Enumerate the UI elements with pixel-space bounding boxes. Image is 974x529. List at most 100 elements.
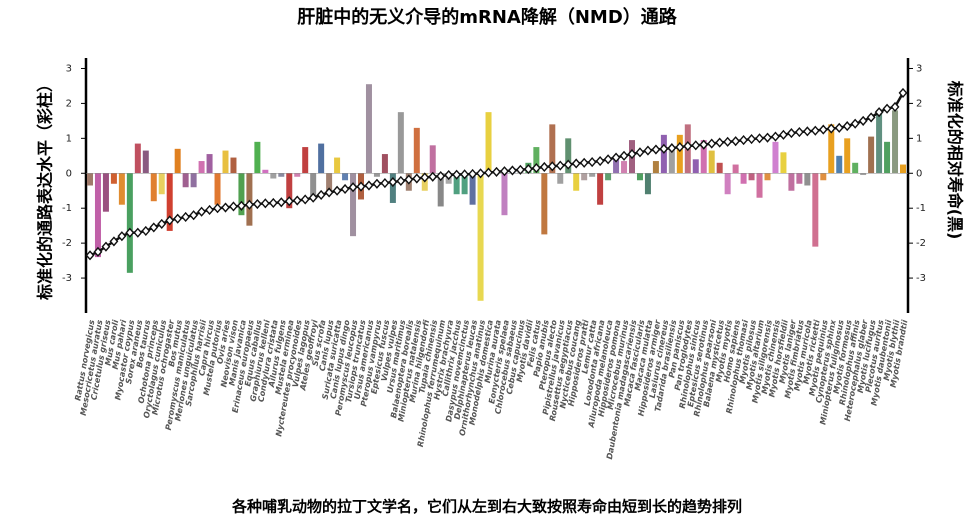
lifespan-marker: [292, 195, 302, 206]
y-tick-label: -2: [62, 238, 72, 249]
lifespan-marker: [237, 200, 246, 211]
y-tick-label: 2: [66, 98, 72, 109]
bar: [636, 173, 643, 181]
bar: [573, 173, 580, 191]
lifespan-marker: [444, 169, 454, 181]
bar: [198, 161, 205, 174]
lifespan-marker: [898, 87, 908, 98]
lifespan-marker: [699, 139, 709, 150]
bar: [134, 143, 141, 174]
bar: [342, 173, 349, 181]
y-tick-label: 1: [66, 133, 72, 144]
lifespan-marker: [93, 246, 103, 257]
x-axis-title: 各种哺乳动物的拉丁文学名，它们从左到右大致按照寿命由短到长的趋势排列: [231, 498, 742, 516]
bar: [254, 141, 261, 174]
lifespan-marker: [508, 165, 517, 176]
lifespan-marker: [611, 152, 621, 163]
bar: [732, 164, 739, 174]
lifespan-marker: [492, 166, 501, 177]
lifespan-marker: [316, 189, 326, 200]
lifespan-marker: [747, 133, 756, 145]
bar: [613, 155, 620, 174]
chart-title: 肝脏中的无义介导的mRNA降解（NMD）通路: [297, 6, 678, 28]
bar: [429, 145, 436, 174]
bar: [565, 138, 572, 174]
y2-tick-label: -1: [916, 203, 926, 214]
bar: [708, 150, 715, 174]
bar: [166, 173, 173, 231]
lifespan-marker: [858, 115, 868, 126]
y2-tick-label: -2: [916, 238, 926, 249]
lifespan-marker: [763, 132, 772, 143]
bar: [740, 173, 747, 184]
bar: [581, 173, 588, 181]
lifespan-marker: [125, 227, 135, 238]
bar: [605, 173, 612, 181]
lifespan-marker: [229, 201, 238, 212]
bar: [844, 138, 851, 174]
bar: [334, 157, 341, 174]
bar: [174, 148, 181, 174]
lifespan-marker: [531, 162, 541, 174]
bar: [724, 173, 731, 195]
y2-tick-label: 3: [916, 63, 922, 74]
lifespan-marker: [619, 150, 629, 161]
y2-tick-label: -3: [916, 273, 926, 284]
bar: [485, 112, 492, 174]
bar: [397, 112, 404, 174]
bar: [214, 173, 221, 205]
lifespan-marker: [252, 198, 262, 210]
lifespan-marker: [213, 203, 222, 214]
lifespan-marker: [739, 135, 749, 146]
bar: [668, 147, 675, 174]
y-tick-label: -3: [62, 273, 72, 284]
lifespan-marker: [109, 236, 119, 247]
lifespan-marker: [842, 121, 852, 132]
lifespan-marker: [826, 123, 836, 134]
lifespan-marker: [779, 129, 788, 140]
bar: [780, 152, 787, 174]
lifespan-marker: [603, 154, 613, 165]
bar: [142, 150, 149, 174]
lifespan-marker: [802, 126, 812, 137]
bar: [182, 173, 189, 188]
lifespan-marker: [117, 231, 127, 242]
lifespan-marker: [731, 136, 741, 147]
bar: [589, 173, 596, 177]
bar: [102, 173, 109, 212]
bar: [373, 173, 380, 177]
lifespan-marker: [755, 133, 764, 144]
bar: [87, 173, 93, 186]
lifespan-marker: [890, 101, 900, 112]
bar: [788, 173, 795, 191]
bar: [302, 147, 309, 174]
lifespan-marker: [221, 202, 230, 213]
bar: [884, 141, 891, 174]
y2-tick-label: 0: [916, 168, 922, 179]
lifespan-marker: [404, 174, 414, 185]
bar: [365, 84, 372, 174]
bar: [557, 173, 564, 184]
bar: [94, 173, 101, 258]
lifespan-marker: [523, 164, 533, 175]
lifespan-marker: [587, 157, 597, 168]
bar: [110, 173, 117, 184]
bar: [748, 173, 755, 181]
bar: [852, 162, 859, 174]
lifespan-marker: [707, 138, 717, 149]
lifespan-marker: [667, 143, 677, 154]
lifespan-marker: [157, 218, 167, 229]
lifespan-marker: [771, 131, 780, 142]
lifespan-marker: [715, 137, 725, 148]
bar: [764, 173, 771, 181]
lifespan-marker: [818, 124, 828, 135]
bar: [836, 155, 843, 174]
bar: [860, 173, 867, 176]
bar: [621, 161, 628, 174]
bar: [868, 136, 875, 174]
bar: [876, 110, 883, 174]
lifespan-marker: [659, 143, 669, 154]
lifespan-marker: [651, 144, 661, 155]
bar: [828, 124, 835, 174]
